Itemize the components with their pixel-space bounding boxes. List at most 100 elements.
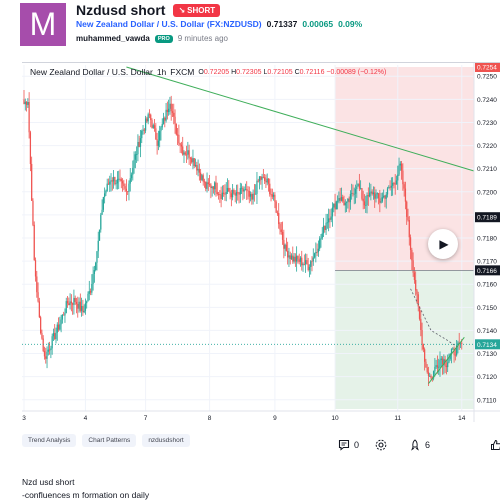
boost-button[interactable]: 6 — [409, 439, 430, 451]
candle-body — [162, 117, 165, 124]
candle-body — [265, 180, 267, 183]
candle-body — [66, 301, 69, 304]
candle-body — [104, 193, 106, 198]
idea-thumbnail[interactable]: M — [20, 3, 66, 46]
candle-body — [93, 269, 96, 274]
tag-chart-patterns[interactable]: Chart Patterns — [82, 434, 137, 447]
share-button[interactable] — [375, 439, 387, 451]
candle-body — [132, 167, 134, 175]
candle-body — [340, 197, 343, 201]
candle-body — [424, 349, 426, 362]
candle-body — [56, 324, 58, 333]
price-tag — [475, 63, 500, 72]
candle-body — [63, 314, 65, 316]
candle-body — [315, 252, 317, 254]
candle-body — [292, 255, 294, 262]
candle-body — [200, 172, 202, 180]
candle-body — [376, 193, 378, 195]
candle-body — [353, 193, 355, 195]
candle-body — [208, 184, 211, 185]
candle-body — [244, 189, 247, 191]
candle-body — [253, 193, 256, 195]
play-button[interactable]: ▶ — [428, 229, 458, 259]
candle-body — [169, 103, 171, 109]
candle-body — [174, 116, 176, 124]
candle-body — [447, 362, 449, 368]
time-tick-label: 10 — [331, 415, 339, 422]
support-line — [428, 337, 465, 384]
chart-area[interactable]: 0.7250 0.7240 0.7230 0.7220 0.7210 0.7200 0.71… — [22, 62, 500, 422]
candle-body — [308, 266, 311, 271]
candle-body — [27, 102, 29, 105]
idea-header: M Nzdusd short ↘ SHORT New Zealand Dolla… — [0, 0, 500, 56]
candle-body — [395, 180, 398, 185]
trendline — [126, 66, 475, 172]
time-tick-label: 3 — [22, 415, 26, 422]
candle-body — [143, 129, 145, 131]
candle-body — [133, 159, 135, 168]
price-tick-label: 0.7170 — [477, 259, 497, 266]
candle-body — [290, 255, 293, 260]
candle-body — [403, 184, 405, 189]
candle-body — [325, 222, 327, 230]
candle-body — [450, 348, 453, 355]
candle-body — [91, 284, 93, 293]
like-button[interactable] — [490, 439, 500, 451]
candle-body — [101, 209, 103, 215]
candle-body — [366, 195, 368, 205]
candle-body — [329, 218, 331, 220]
candle-body — [302, 264, 304, 266]
candle-body — [360, 188, 362, 189]
candle-body — [223, 192, 225, 194]
candle-body — [310, 261, 312, 267]
time-tick-label: 14 — [458, 415, 466, 422]
candle-body — [216, 192, 218, 194]
comments-button[interactable]: 0 — [338, 439, 359, 451]
candle-body — [252, 193, 254, 200]
candle-body — [38, 301, 40, 318]
candle-body — [141, 130, 143, 139]
candle-body — [326, 222, 328, 224]
candle-body — [371, 191, 373, 195]
candle-body — [28, 102, 30, 133]
symbol-change-pct: 0.09% — [338, 19, 363, 29]
candle-body — [441, 358, 444, 365]
candle-body — [426, 367, 428, 373]
candle-body — [120, 179, 122, 182]
candle-body — [255, 193, 257, 195]
candle-body — [264, 177, 266, 181]
idea-description: Nzd usd short -confluences m formation o… — [22, 476, 149, 502]
candle-body — [294, 256, 296, 262]
candle-body — [165, 109, 167, 121]
candle-body — [125, 188, 128, 192]
candle-body — [351, 193, 353, 195]
candle-body — [316, 252, 318, 253]
candle-body — [330, 216, 332, 220]
candle-body — [170, 103, 172, 112]
candle-body — [225, 192, 227, 195]
candle-body — [349, 194, 352, 203]
legend-interval: 1h — [156, 67, 167, 77]
candle-body — [73, 297, 75, 305]
candle-body — [178, 134, 180, 144]
tag-trend-analysis[interactable]: Trend Analysis — [22, 434, 77, 447]
candle-body — [97, 240, 99, 252]
candle-body — [388, 187, 390, 189]
candle-body — [370, 191, 372, 193]
candle-body — [412, 260, 414, 273]
short-badge-label: SHORT — [187, 5, 216, 15]
candle-body — [37, 292, 39, 302]
time-tick-label: 11 — [394, 415, 401, 422]
tag-nzdusdshort[interactable]: nzdusdshort — [142, 434, 190, 447]
short-badge: ↘ SHORT — [173, 3, 221, 17]
price-tag-label: 0.7189 — [477, 215, 497, 222]
time-tick-label: 8 — [208, 415, 212, 422]
author-link[interactable]: muhammed_vawda — [76, 34, 150, 43]
candle-body — [109, 181, 111, 185]
candle-body — [118, 178, 120, 180]
legend-ohlc: O0.72205 H0.72305 L0.72105 C0.72116 −0.0… — [198, 68, 387, 76]
thumbs-up-icon — [491, 439, 500, 450]
symbol-link[interactable]: New Zealand Dollar / U.S. Dollar (FX:NZD… — [76, 19, 262, 29]
candle-body — [415, 279, 417, 291]
candle-body — [191, 158, 193, 163]
